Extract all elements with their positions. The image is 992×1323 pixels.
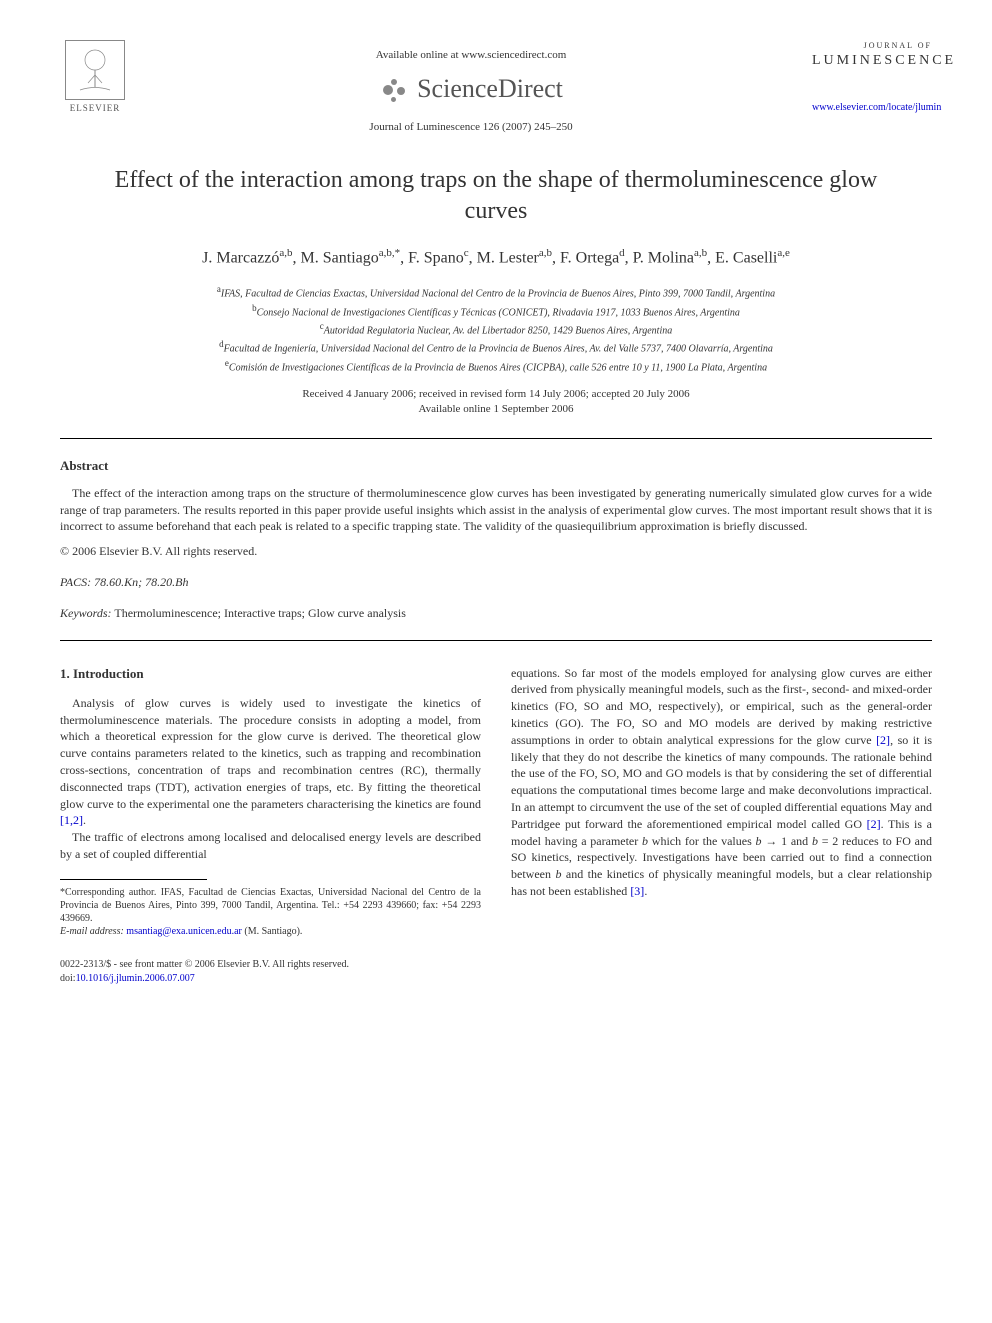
elsevier-label: ELSEVIER [70,102,121,115]
elsevier-tree-icon [65,40,125,100]
affiliation: aIFAS, Facultad de Ciencias Exactas, Uni… [60,283,932,301]
abstract-text: The effect of the interaction among trap… [60,485,932,535]
center-header: Available online at www.sciencedirect.co… [130,40,812,135]
received-date: Received 4 January 2006; received in rev… [60,387,932,402]
issn-line: 0022-2313/$ - see front matter © 2006 El… [60,958,349,972]
doi-value[interactable]: 10.1016/j.jlumin.2006.07.007 [76,973,195,984]
pacs-value: 78.60.Kn; 78.20.Bh [94,575,188,589]
pacs-line: PACS: 78.60.Kn; 78.20.Bh [60,574,932,591]
right-column: equations. So far most of the models emp… [511,665,932,938]
abstract-heading: Abstract [60,457,932,475]
affiliation: eComisión de Investigaciones Científicas… [60,357,932,375]
affiliation: cAutoridad Regulatoria Nuclear, Av. del … [60,320,932,338]
intro-para: Analysis of glow curves is widely used t… [60,695,481,829]
keywords-value: Thermoluminescence; Interactive traps; G… [114,606,406,620]
footnote-rule [60,879,207,880]
authors-list: J. Marcazzóa,b, M. Santiagoa,b,*, F. Spa… [60,246,932,270]
page-footer: 0022-2313/$ - see front matter © 2006 El… [60,958,932,986]
online-date: Available online 1 September 2006 [60,402,932,417]
page-header: ELSEVIER Available online at www.science… [60,40,932,135]
intro-heading: 1. Introduction [60,665,481,683]
journal-of-label: JOURNAL OF [812,40,932,51]
abstract-copyright: © 2006 Elsevier B.V. All rights reserved… [60,543,932,560]
sciencedirect-text: ScienceDirect [417,71,563,107]
footnote-email-line: E-mail address: msantiag@exa.unicen.edu.… [60,925,481,938]
intro-para: The traffic of electrons among localised… [60,829,481,863]
keywords-label: Keywords: [60,606,112,620]
doi-label: doi: [60,973,76,984]
affiliations-block: aIFAS, Facultad de Ciencias Exactas, Uni… [60,283,932,375]
keywords-line: Keywords: Thermoluminescence; Interactiv… [60,605,932,622]
pacs-label: PACS: [60,575,91,589]
available-online-text: Available online at www.sciencedirect.co… [130,48,812,63]
corresponding-author-footnote: *Corresponding author. IFAS, Facultad de… [60,886,481,938]
journal-name: LUMINESCENCE [812,51,932,71]
footer-left: 0022-2313/$ - see front matter © 2006 El… [60,958,349,986]
elsevier-logo: ELSEVIER [60,40,130,120]
doi-line: doi:10.1016/j.jlumin.2006.07.007 [60,972,349,986]
footnote-corresponding: *Corresponding author. IFAS, Facultad de… [60,886,481,925]
email-name: (M. Santiago). [244,926,302,937]
rule-top [60,438,932,439]
intro-para: equations. So far most of the models emp… [511,665,932,900]
email-address[interactable]: msantiag@exa.unicen.edu.ar [126,926,242,937]
sciencedirect-logo: ScienceDirect [130,71,812,107]
journal-logo: JOURNAL OF LUMINESCENCE www.elsevier.com… [812,40,932,115]
journal-reference: Journal of Luminescence 126 (2007) 245–2… [130,120,812,135]
affiliation: dFacultad de Ingeniería, Universidad Nac… [60,338,932,356]
article-title: Effect of the interaction among traps on… [100,165,892,227]
left-column: 1. Introduction Analysis of glow curves … [60,665,481,938]
sciencedirect-icon [379,75,409,105]
body-columns: 1. Introduction Analysis of glow curves … [60,665,932,938]
article-dates: Received 4 January 2006; received in rev… [60,387,932,418]
affiliation: bConsejo Nacional de Investigaciones Cie… [60,302,932,320]
journal-url[interactable]: www.elsevier.com/locate/jlumin [812,101,932,115]
rule-bottom [60,640,932,641]
email-label: E-mail address: [60,926,124,937]
